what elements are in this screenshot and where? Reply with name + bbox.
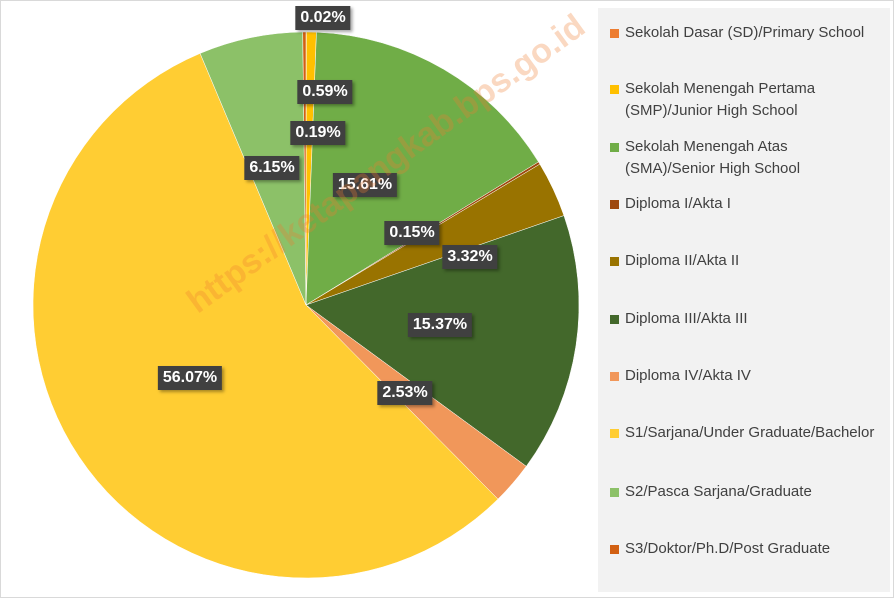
data-label: 15.61% <box>332 173 398 197</box>
legend-label: S2/Pasca Sarjana/Graduate <box>625 483 812 500</box>
legend-item: Sekolah Menengah Atas (SMA)/Senior High … <box>610 136 880 180</box>
legend-item: Diploma III/Akta III <box>610 308 880 330</box>
legend-swatch <box>610 429 619 438</box>
legend-item: Sekolah Dasar (SD)/Primary School <box>610 22 880 44</box>
legend-label: Sekolah Menengah Atas (SMA)/Senior High … <box>625 138 801 177</box>
data-label: 56.07% <box>157 366 223 390</box>
pie-slice <box>32 53 499 579</box>
data-label: 0.02% <box>295 6 351 30</box>
pie-slice <box>305 31 539 306</box>
legend-item: S2/Pasca Sarjana/Graduate <box>610 481 880 503</box>
legend: Sekolah Dasar (SD)/Primary School Sekolah… <box>598 8 890 592</box>
data-label: 15.37% <box>407 313 473 337</box>
legend-label: Diploma I/Akta I <box>625 195 731 212</box>
pie-slice <box>305 215 580 467</box>
legend-label: Sekolah Dasar (SD)/Primary School <box>625 24 865 41</box>
legend-swatch <box>610 29 619 38</box>
legend-label: S1/Sarjana/Under Graduate/Bachelor <box>625 424 875 441</box>
data-label: 0.59% <box>297 80 353 104</box>
legend-swatch <box>610 372 619 381</box>
legend-label: S3/Doktor/Ph.D/Post Graduate <box>625 540 831 557</box>
legend-swatch <box>610 85 619 94</box>
data-label: 3.32% <box>442 245 498 269</box>
legend-label: Diploma IV/Akta IV <box>625 367 751 384</box>
legend-swatch <box>610 488 619 497</box>
legend-label: Sekolah Menengah Pertama (SMP)/Junior Hi… <box>625 80 816 119</box>
legend-swatch <box>610 545 619 554</box>
legend-swatch <box>610 143 619 152</box>
legend-item: Diploma I/Akta I <box>610 193 880 215</box>
legend-item: Sekolah Menengah Pertama (SMP)/Junior Hi… <box>610 78 880 122</box>
data-label: 0.15% <box>384 221 440 245</box>
legend-item: S3/Doktor/Ph.D/Post Graduate <box>610 538 880 560</box>
legend-swatch <box>610 200 619 209</box>
legend-label: Diploma III/Akta III <box>625 310 748 327</box>
legend-swatch <box>610 257 619 266</box>
legend-label: Diploma II/Akta II <box>625 252 740 269</box>
data-label: 0.19% <box>290 121 346 145</box>
legend-item: S1/Sarjana/Under Graduate/Bachelor <box>610 422 880 444</box>
legend-swatch <box>610 315 619 324</box>
legend-item: Diploma IV/Akta IV <box>610 365 880 387</box>
data-label: 6.15% <box>244 156 300 180</box>
legend-item: Diploma II/Akta II <box>610 250 880 272</box>
data-label: 2.53% <box>377 381 433 405</box>
